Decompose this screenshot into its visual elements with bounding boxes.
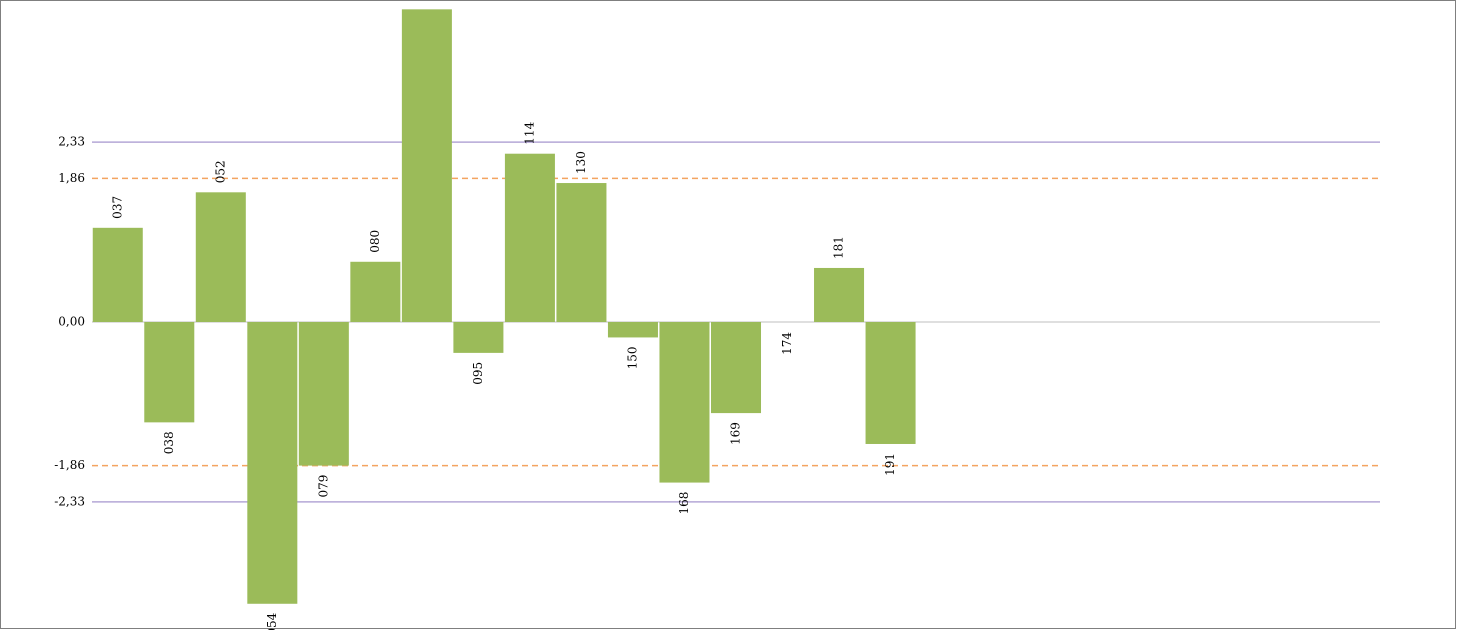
y-axis-ticks: 2,33 1,86 0,00 -1,86 -2,33 <box>54 135 85 509</box>
bars <box>92 9 916 604</box>
bar <box>144 322 195 423</box>
bar-label: 052 <box>213 160 227 183</box>
bar-label: 079 <box>316 475 330 498</box>
bar-label: 095 <box>471 362 485 385</box>
y-tick-label: 2,33 <box>58 135 85 149</box>
bar <box>659 322 710 483</box>
bar <box>401 9 452 323</box>
y-tick-label: 0,00 <box>58 315 85 329</box>
bar <box>814 267 865 322</box>
bar <box>865 322 916 444</box>
bar-label: 130 <box>574 151 588 174</box>
bar <box>195 192 246 322</box>
bar <box>607 322 658 338</box>
bar-labels: 0370380520540790800850951141301501681691… <box>110 121 897 630</box>
bar-label: 191 <box>883 453 897 476</box>
bar <box>298 322 349 466</box>
bar <box>556 183 607 322</box>
reference-lines <box>92 141 1380 503</box>
bar <box>350 261 401 322</box>
bar <box>92 227 143 322</box>
bar-label: 037 <box>110 196 124 219</box>
bar-label: 181 <box>832 236 846 259</box>
bar <box>453 322 504 353</box>
bar <box>710 322 762 414</box>
bar-label: 169 <box>729 422 743 445</box>
y-tick-label: -1,86 <box>54 458 85 472</box>
bar <box>504 153 555 322</box>
bar-label: 054 <box>265 612 279 630</box>
bar-label: 038 <box>162 431 176 454</box>
bar-label: 114 <box>522 121 536 144</box>
bar-label: 168 <box>677 492 691 515</box>
bar-label: 150 <box>625 346 639 369</box>
y-tick-label: -2,33 <box>54 494 85 508</box>
bar <box>247 322 298 604</box>
bar-label: 174 <box>780 332 794 355</box>
bar-label: 080 <box>368 230 382 253</box>
y-tick-label: 1,86 <box>58 171 85 185</box>
